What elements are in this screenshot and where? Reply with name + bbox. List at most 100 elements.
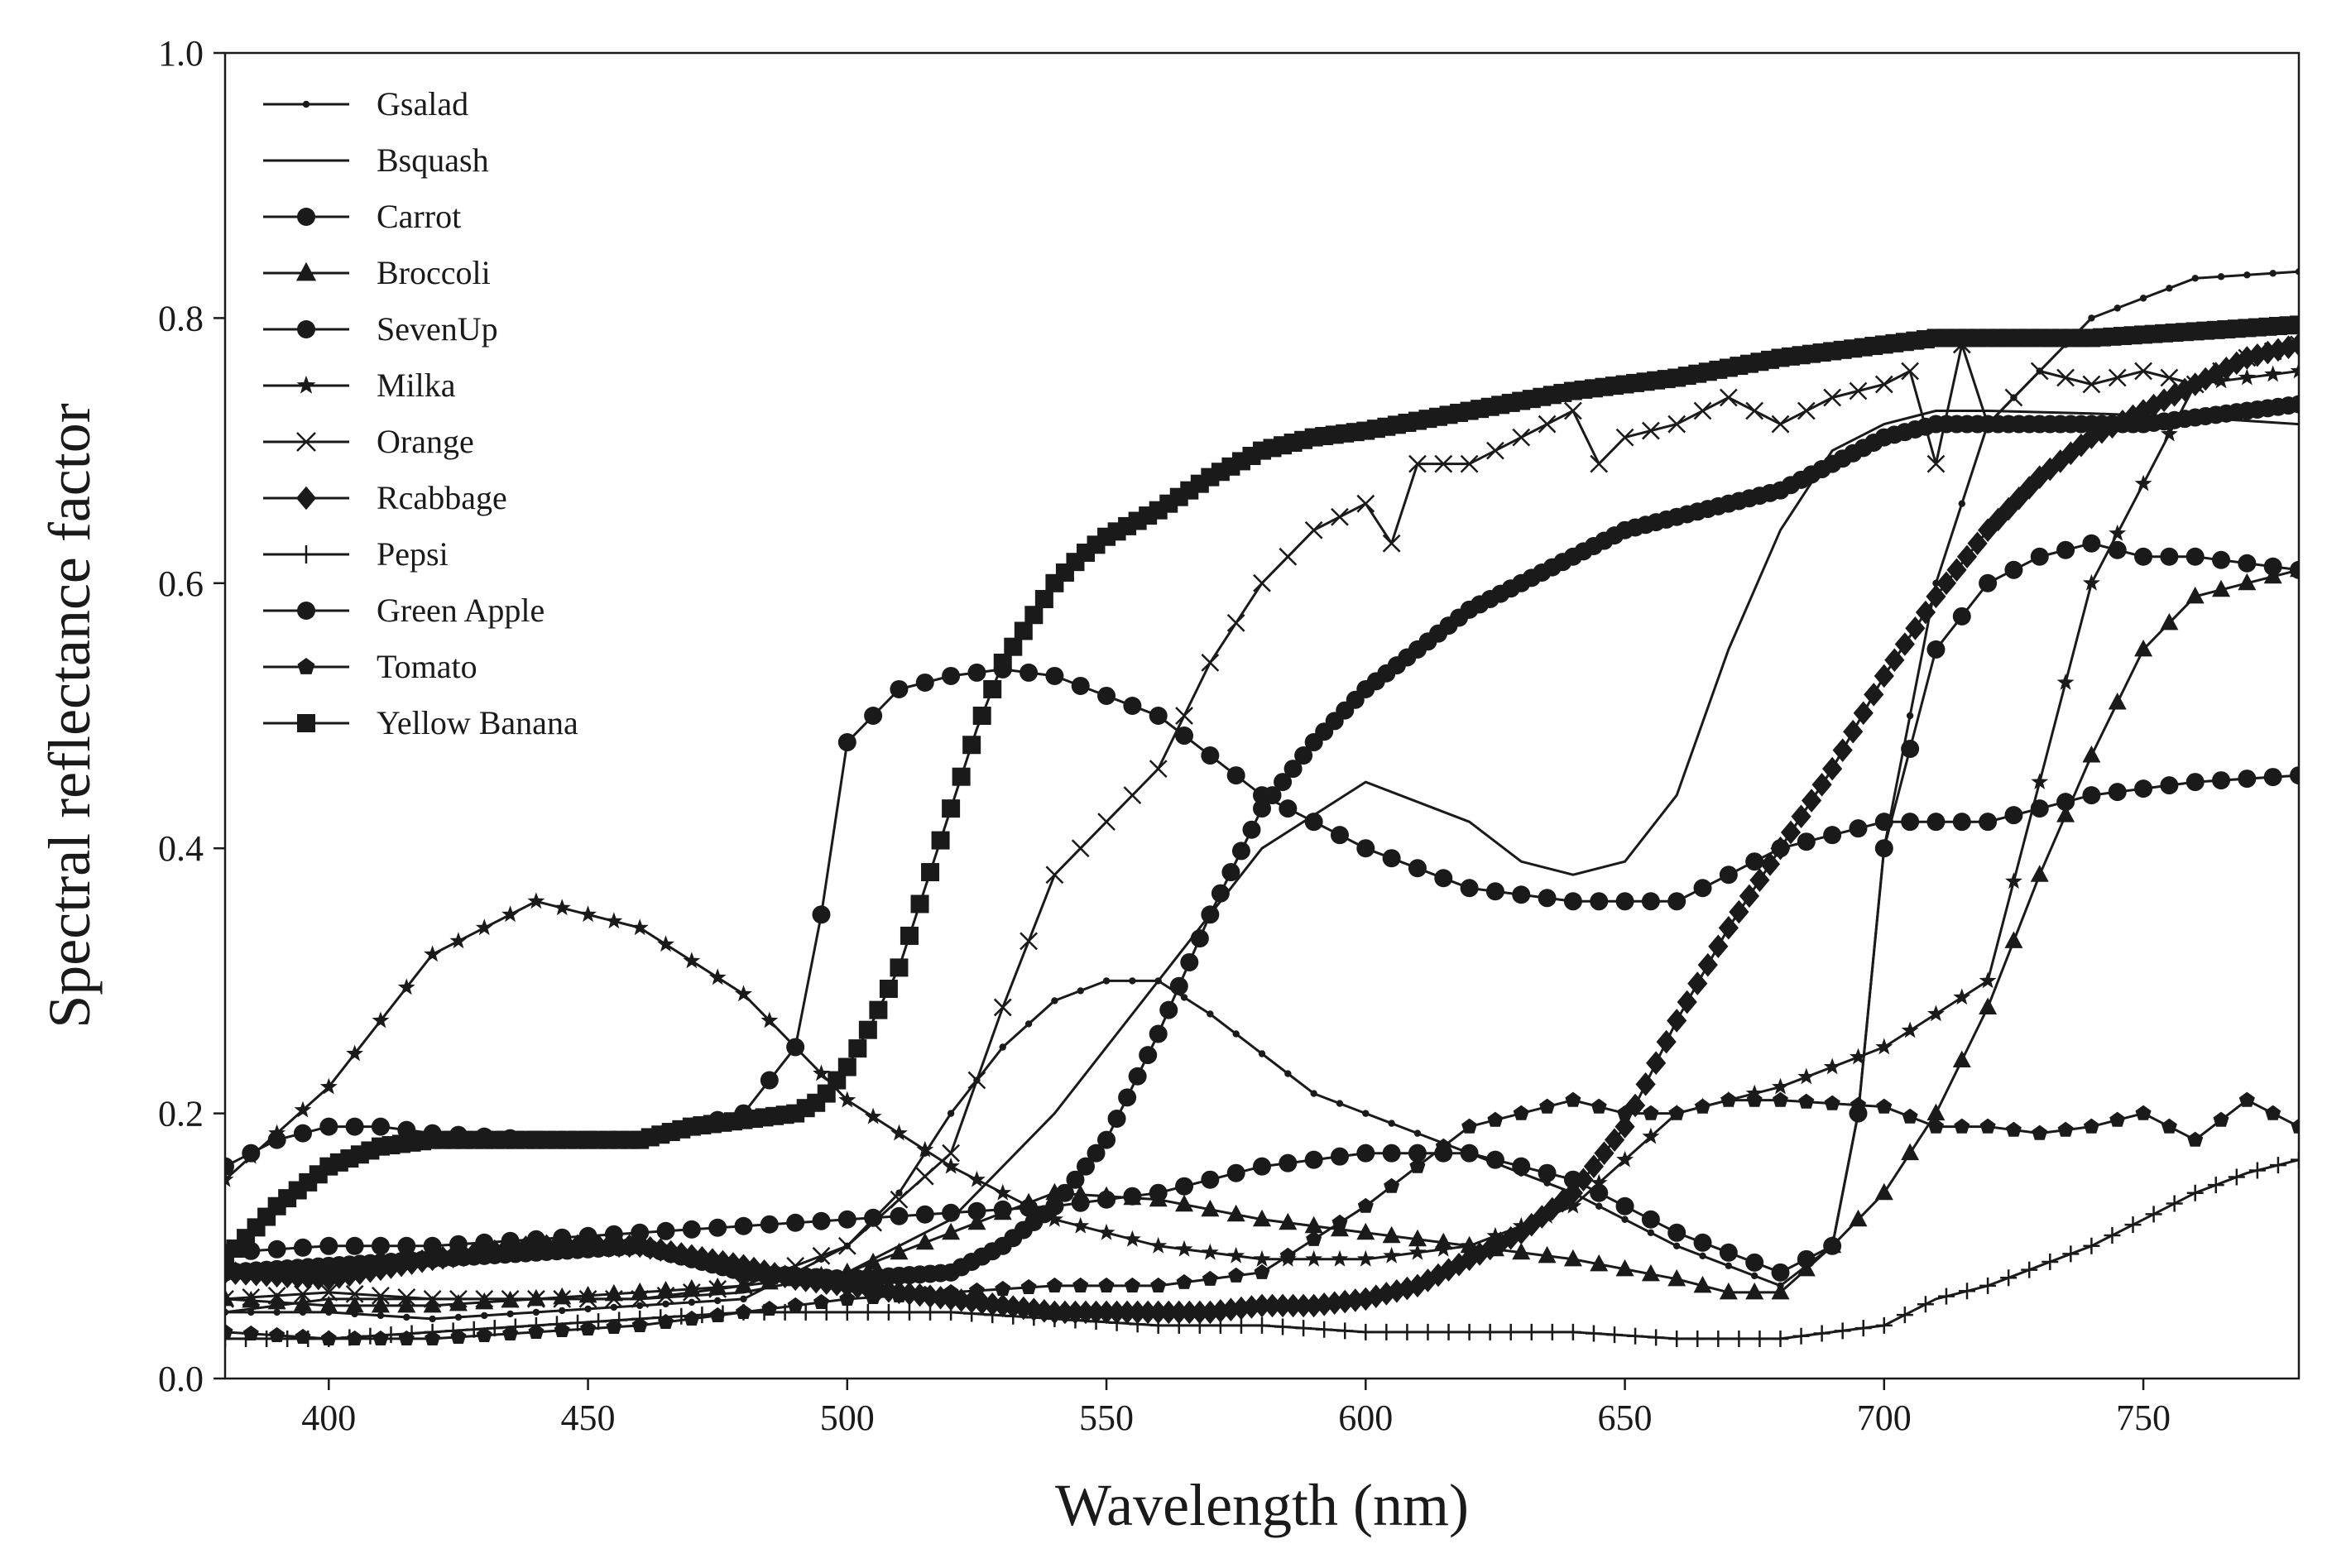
point-rcabbage xyxy=(1075,1300,1096,1325)
point-rcabbage xyxy=(992,1293,1013,1318)
point-broccoli xyxy=(242,1290,261,1308)
point-tomato xyxy=(1461,1118,1478,1134)
point-sevenup xyxy=(2004,560,2023,579)
point-orange xyxy=(890,1190,909,1209)
point-orange xyxy=(449,1289,468,1308)
point-broccoli xyxy=(2108,692,2127,710)
point-gsalad xyxy=(2191,275,2199,282)
point-pepsi xyxy=(1274,1318,1292,1335)
point-rcabbage xyxy=(1127,1300,1148,1325)
legend-item-yellow-banana: Yellow Banana xyxy=(263,704,578,741)
legend-item-tomato: Tomato xyxy=(263,648,477,685)
point-pepsi xyxy=(1710,1330,1727,1347)
point-broccoli xyxy=(1253,1209,1271,1227)
point-gsalad xyxy=(559,1307,566,1315)
point-sevenup xyxy=(1382,1144,1401,1163)
point-rcabbage xyxy=(1667,1009,1687,1033)
point-orange xyxy=(1926,454,1946,473)
point-sevenup xyxy=(2108,540,2127,559)
point-orange xyxy=(2160,368,2179,387)
point-gsalad xyxy=(662,1300,669,1308)
point-sevenup xyxy=(423,1236,442,1255)
point-broccoli xyxy=(2082,746,2101,763)
point-tomato xyxy=(225,1323,233,1339)
x-tick-label: 400 xyxy=(301,1398,356,1438)
point-orange xyxy=(1123,786,1142,805)
plot-series xyxy=(225,268,2299,1347)
point-gsalad xyxy=(610,1303,618,1311)
point-sevenup xyxy=(1693,1233,1712,1252)
point-pepsi xyxy=(1108,1314,1125,1331)
point-sevenup xyxy=(837,1210,856,1229)
point-broccoli xyxy=(1874,1182,1893,1201)
point-pepsi xyxy=(1067,1311,1084,1329)
point-sevenup xyxy=(1279,1153,1298,1172)
point-orange xyxy=(1226,613,1245,632)
point-rcabbage xyxy=(1801,789,1822,813)
point-milka xyxy=(916,1140,934,1158)
point-tomato xyxy=(295,1328,311,1344)
point-carrot xyxy=(2238,770,2257,789)
point-broccoli xyxy=(1304,1216,1323,1234)
point-sevenup xyxy=(1771,1263,1790,1282)
point-sevenup xyxy=(1952,607,1971,626)
point-carrot xyxy=(2004,806,2023,825)
point-tomato xyxy=(839,1290,856,1306)
legend-item-bsquash: Bsquash xyxy=(263,141,489,179)
point-orange xyxy=(1382,534,1401,553)
point-tomato xyxy=(1072,1277,1089,1292)
point-sevenup xyxy=(967,1201,986,1220)
legend-label: Orange xyxy=(377,423,474,460)
point-tomato xyxy=(1435,1138,1451,1153)
point-pepsi xyxy=(2062,1245,2080,1263)
point-rcabbage xyxy=(1811,773,1832,797)
point-milka xyxy=(1356,1249,1375,1267)
point-rcabbage xyxy=(1998,496,2019,521)
point-milka xyxy=(397,978,415,995)
y-axis: 0.0 0.2 0.4 0.6 0.8 1.0 xyxy=(158,33,225,1399)
point-orange xyxy=(1745,401,1764,420)
point-green-apple xyxy=(1097,1130,1116,1149)
point-orange xyxy=(1175,707,1193,725)
point-pepsi xyxy=(1357,1323,1375,1340)
point-tomato xyxy=(890,1287,907,1302)
point-milka xyxy=(1850,1048,1867,1065)
point-gsalad xyxy=(481,1311,488,1320)
point-milka xyxy=(2109,524,2127,541)
point-orange xyxy=(1356,494,1375,513)
point-rcabbage xyxy=(1148,1300,1168,1325)
point-tomato xyxy=(865,1288,881,1304)
point-carrot xyxy=(267,1130,286,1149)
point-broccoli xyxy=(1615,1259,1634,1277)
point-tomato xyxy=(1617,1105,1634,1120)
point-tomato xyxy=(476,1326,492,1342)
point-orange xyxy=(1201,654,1220,672)
point-pepsi xyxy=(943,1303,960,1321)
point-rcabbage xyxy=(1646,1051,1667,1076)
point-gsalad xyxy=(1077,987,1084,995)
point-carrot xyxy=(1979,813,1998,832)
point-sevenup xyxy=(1512,1157,1531,1176)
point-orange xyxy=(1771,415,1790,434)
point-milka xyxy=(1331,1249,1349,1267)
point-gsalad xyxy=(506,1310,514,1318)
point-milka xyxy=(527,892,545,909)
point-broccoli xyxy=(890,1242,909,1260)
point-milka xyxy=(1875,1038,1893,1055)
point-rcabbage xyxy=(1915,600,1936,625)
point-gsalad xyxy=(2269,270,2277,277)
point-green-apple xyxy=(1274,773,1293,792)
point-pepsi xyxy=(1917,1296,1934,1313)
point-carrot xyxy=(1071,676,1090,695)
point-sevenup xyxy=(1485,1150,1504,1169)
legend-marker-plus xyxy=(297,545,315,563)
point-pepsi xyxy=(963,1305,981,1322)
point-broccoli xyxy=(1667,1268,1686,1287)
point-rcabbage xyxy=(1335,1289,1355,1314)
point-milka xyxy=(2212,372,2230,389)
point-rcabbage xyxy=(1874,664,1894,688)
legend-label: Yellow Banana xyxy=(377,704,578,741)
point-yellow-banana xyxy=(900,926,919,945)
legend-item-pepsi: Pepsi xyxy=(263,535,449,573)
point-sevenup xyxy=(1330,1147,1349,1166)
